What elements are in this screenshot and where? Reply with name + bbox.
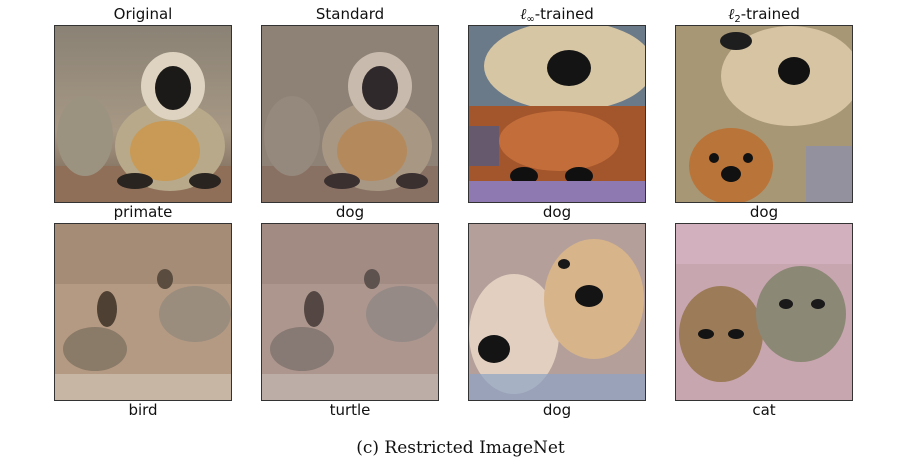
prediction-label: dog [542, 401, 572, 419]
prediction-label: bird [128, 401, 158, 419]
image-l2-primate [675, 25, 853, 203]
prediction-label: dog [542, 203, 572, 221]
image-linf-bird [468, 223, 646, 401]
image-standard-primate [261, 25, 439, 203]
image-standard-bird [261, 223, 439, 401]
figure-caption: (c) Restricted ImageNet [356, 438, 565, 458]
prediction-label: cat [752, 401, 776, 419]
column-title-linf-trained: ℓ∞-trained [520, 5, 594, 25]
column-title-l2-trained: ℓ2-trained [728, 5, 800, 25]
prediction-label: turtle [329, 401, 371, 419]
image-original-bird [54, 223, 232, 401]
column-title-standard: Standard [315, 5, 385, 23]
column-title-original: Original [113, 5, 173, 23]
image-l2-bird [675, 223, 853, 401]
prediction-label: primate [113, 203, 173, 221]
image-original-primate [54, 25, 232, 203]
prediction-label: dog [335, 203, 365, 221]
prediction-label: dog [749, 203, 779, 221]
image-linf-primate [468, 25, 646, 203]
